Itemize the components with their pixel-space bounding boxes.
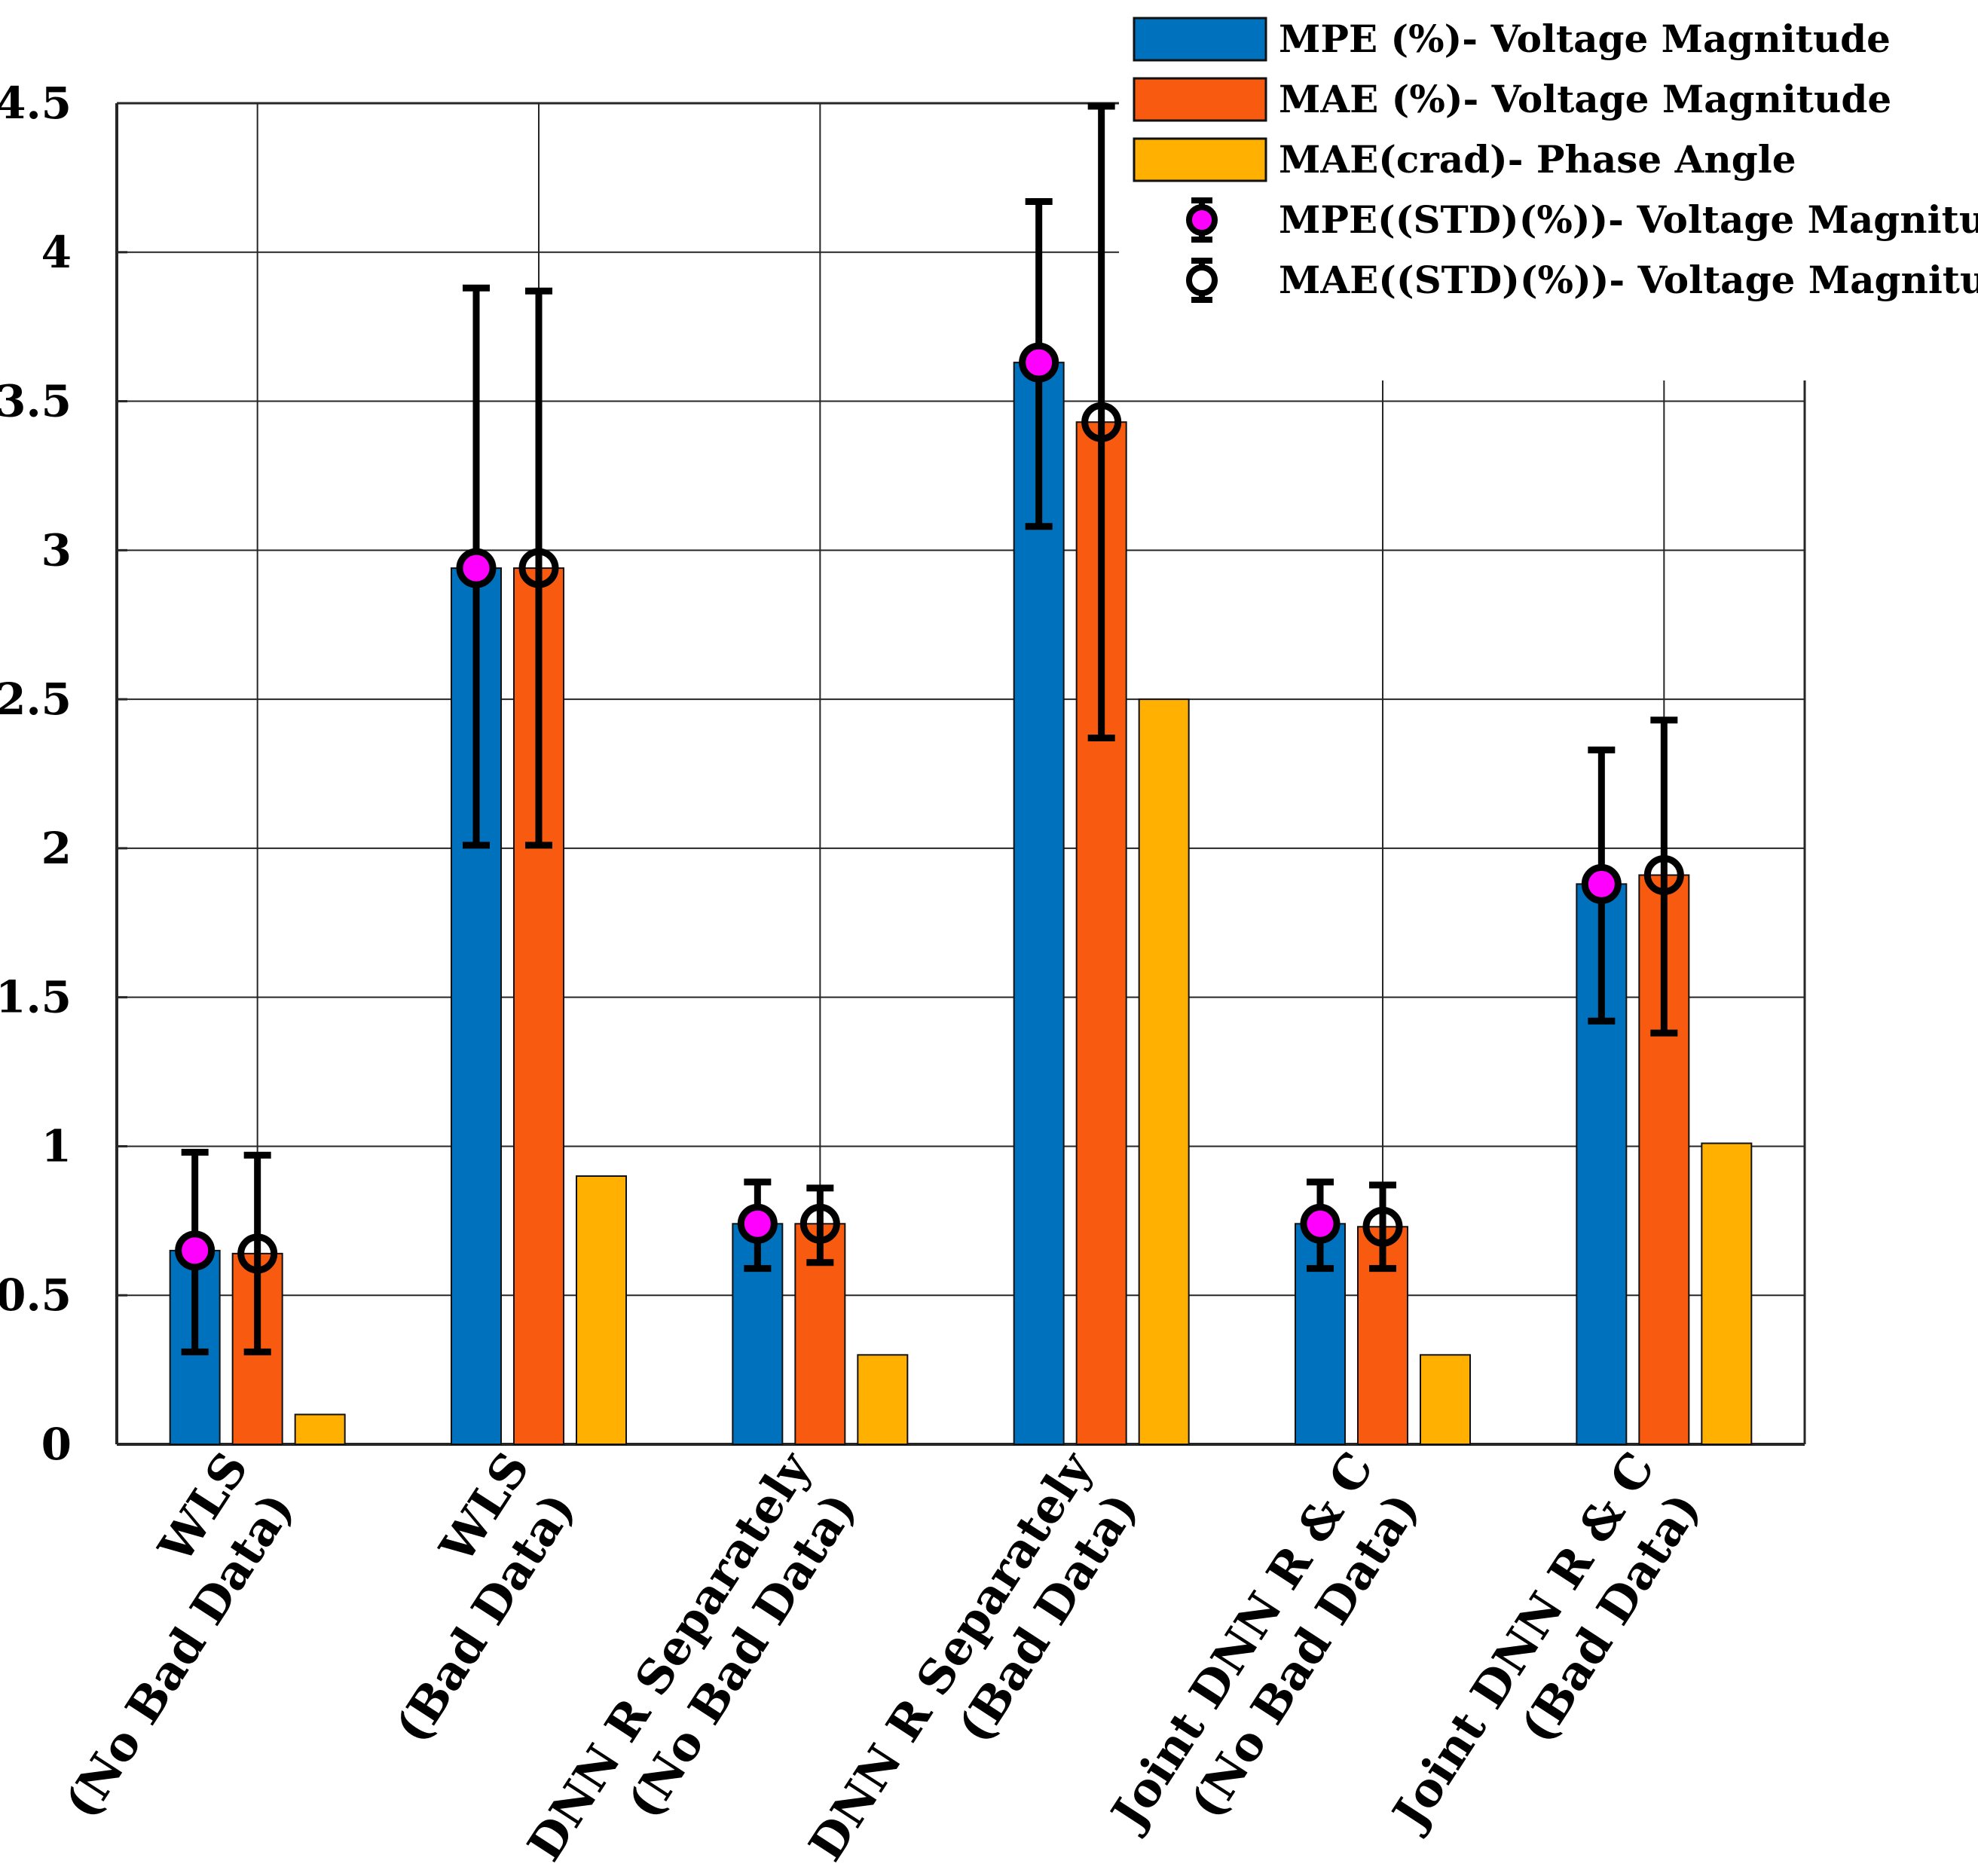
y-tick-label: 0: [41, 1419, 72, 1470]
legend-label: MAE((STD)(%))- Voltage Magnitude: [1279, 258, 1978, 302]
y-tick-label: 0.5: [0, 1270, 72, 1321]
y-tick-label: 4.5: [0, 78, 72, 129]
error-bar-marker: [175, 1230, 216, 1271]
legend: MPE (%)- Voltage Magnitude MAE (%)- Volta…: [1133, 17, 1978, 303]
error-bar-marker: [1643, 854, 1684, 895]
error-bar-marker: [518, 548, 559, 588]
legend-label: MAE (%)- Voltage Magnitude: [1279, 77, 1891, 121]
error-bar-marker: [1362, 1206, 1403, 1247]
error-bar-marker: [1300, 1203, 1341, 1244]
error-bar-marker: [1581, 863, 1622, 904]
y-axis-ticks: 0 0.5 1 1.5 2 2.5 3 3.5 4 4.5: [0, 78, 72, 1470]
bar: [294, 1413, 346, 1446]
y-tick-label: 3: [41, 524, 72, 576]
legend-swatch: [1133, 137, 1267, 182]
legend-swatch: [1133, 77, 1267, 122]
error-bar-marker: [799, 1203, 840, 1244]
y-tick-label: 4: [41, 227, 72, 278]
legend-errorbar-marker: [1186, 264, 1218, 296]
error-bar-marker: [1081, 402, 1122, 442]
bar: [857, 1354, 909, 1446]
y-tick-label: 2: [41, 823, 72, 874]
bar: [1013, 362, 1065, 1446]
y-tick-label: 3.5: [0, 376, 72, 427]
bar: [1701, 1142, 1753, 1445]
legend-swatch: [1133, 17, 1267, 62]
error-bar-marker: [456, 548, 497, 588]
y-tick-label: 2.5: [0, 674, 72, 725]
legend-errorbar-marker: [1186, 204, 1218, 236]
legend-label: MAE(crad)- Phase Angle: [1279, 137, 1796, 182]
legend-label: MPE (%)- Voltage Magnitude: [1279, 17, 1891, 61]
bar: [576, 1175, 627, 1445]
error-bar-marker: [1019, 342, 1059, 383]
error-bar-marker: [737, 1203, 778, 1244]
y-tick-label: 1.5: [0, 972, 72, 1023]
bars: [169, 362, 1753, 1446]
error-bar-marker: [237, 1233, 278, 1274]
y-tick-label: 1: [41, 1120, 72, 1172]
legend-label: MPE((STD)(%))- Voltage Magnitude: [1279, 197, 1978, 242]
bar: [1420, 1354, 1471, 1446]
error-bars: [175, 102, 1684, 1355]
bar: [1138, 698, 1190, 1445]
